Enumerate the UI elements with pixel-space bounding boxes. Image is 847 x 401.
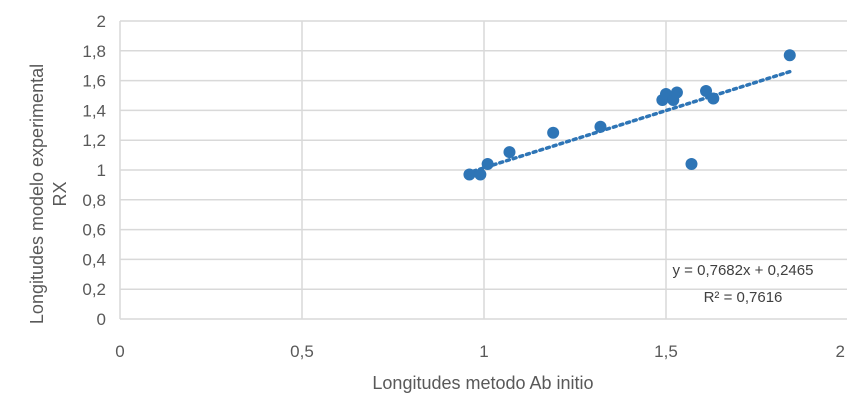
trendline-layer (471, 69, 792, 173)
x-tick-label: 0 (115, 342, 124, 361)
y-tick-label: 0,4 (82, 250, 106, 269)
data-point (594, 120, 607, 133)
y-tick-label: 0,8 (82, 191, 106, 210)
data-point (547, 126, 560, 139)
data-point (783, 49, 796, 62)
data-point (481, 158, 494, 171)
y-axis-title-line2: RX (50, 181, 70, 206)
trendline (471, 69, 792, 173)
x-tick-label: 1 (479, 342, 488, 361)
y-tick-label: 1 (97, 161, 106, 180)
data-point (474, 168, 487, 181)
data-point (503, 146, 516, 159)
trendline-equation: y = 0,7682x + 0,2465 (673, 262, 814, 279)
data-point (670, 86, 683, 99)
y-tick-label: 1,4 (82, 101, 106, 120)
x-tick-label: 0,5 (290, 342, 314, 361)
y-tick-label: 1,2 (82, 131, 106, 150)
data-point (707, 92, 720, 105)
trendline-r-squared: R² = 0,7616 (704, 289, 783, 306)
data-point (463, 168, 476, 181)
y-tick-label: 0 (97, 310, 106, 329)
points-layer (463, 49, 796, 181)
y-tick-label: 0,2 (82, 280, 106, 299)
ticks-layer: 0 0,2 0,4 0,6 0,8 1 1,2 1,4 1,6 1,8 2 0 0,5 1 1,5 2 (82, 12, 845, 361)
data-point (700, 85, 713, 98)
x-tick-label: 1,5 (654, 342, 678, 361)
x-axis-title: Longitudes metodo Ab initio (372, 373, 593, 393)
y-tick-label: 2 (97, 12, 106, 31)
y-tick-label: 1,8 (82, 42, 106, 61)
data-point (685, 158, 698, 171)
y-tick-label: 0,6 (82, 221, 106, 240)
y-axis-title-line1: Longitudes modelo experimental (27, 64, 47, 324)
x-tick-label: 2 (836, 342, 845, 361)
y-tick-label: 1,6 (82, 72, 106, 91)
